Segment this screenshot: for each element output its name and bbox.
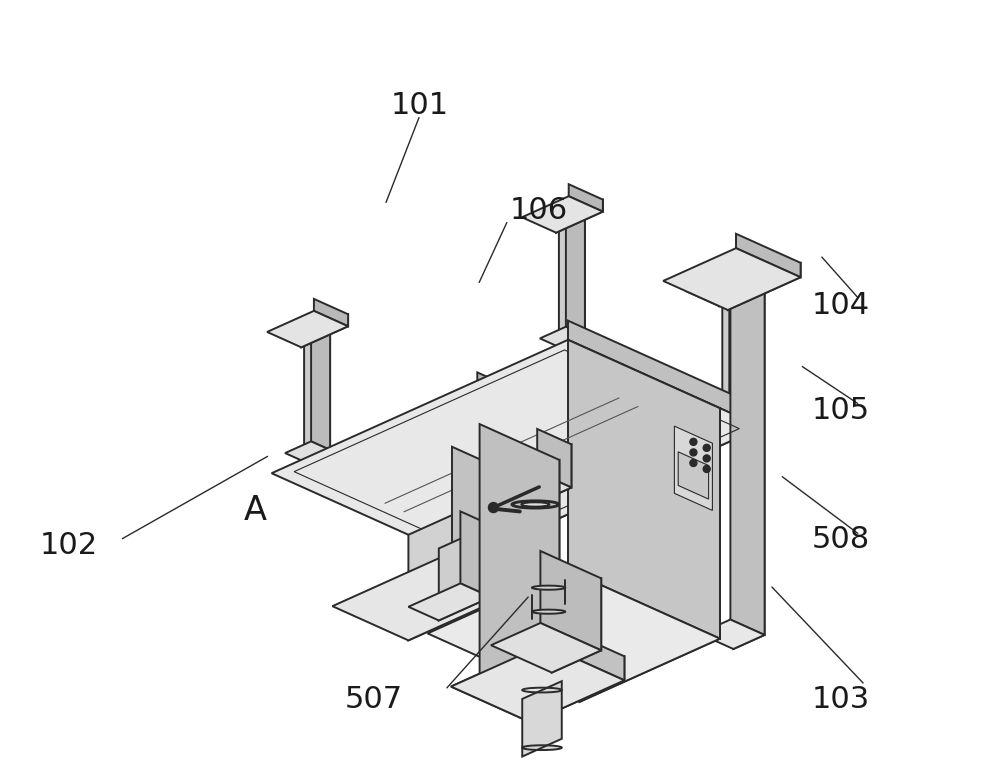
Text: 508: 508 [812,526,870,555]
Ellipse shape [512,501,559,508]
Circle shape [703,465,710,473]
Polygon shape [699,620,765,649]
Polygon shape [452,447,528,587]
Circle shape [690,449,697,456]
Polygon shape [408,481,528,640]
Polygon shape [729,278,748,409]
Polygon shape [540,551,601,650]
Polygon shape [468,401,494,536]
Circle shape [690,438,697,445]
Polygon shape [311,319,330,450]
Polygon shape [720,273,766,306]
Polygon shape [678,452,709,499]
Polygon shape [522,196,603,233]
Polygon shape [501,472,571,504]
Polygon shape [568,321,762,427]
Polygon shape [451,644,624,722]
Ellipse shape [521,503,549,506]
Polygon shape [267,311,348,347]
Text: 507: 507 [345,685,403,715]
Polygon shape [569,184,603,212]
Polygon shape [580,409,720,702]
Ellipse shape [522,745,562,750]
Ellipse shape [532,610,565,614]
Polygon shape [703,400,748,421]
Text: 106: 106 [510,196,568,224]
Polygon shape [314,299,348,326]
Polygon shape [531,460,559,722]
Polygon shape [491,623,601,672]
Circle shape [690,460,697,467]
Polygon shape [285,441,330,461]
Text: 102: 102 [40,530,98,559]
Polygon shape [556,200,603,233]
Polygon shape [568,340,720,639]
Polygon shape [535,444,571,504]
Text: 103: 103 [812,685,870,715]
Text: 104: 104 [812,291,870,320]
Polygon shape [552,578,601,672]
Polygon shape [428,570,720,702]
Polygon shape [531,656,624,722]
Polygon shape [732,258,766,285]
Polygon shape [728,263,801,310]
Polygon shape [304,327,330,461]
Polygon shape [733,280,765,649]
Polygon shape [301,314,348,347]
Text: 105: 105 [812,396,870,425]
Polygon shape [559,213,585,347]
Polygon shape [448,515,494,536]
Polygon shape [540,327,585,347]
Text: A: A [244,493,266,526]
Circle shape [703,455,710,462]
Circle shape [703,444,710,451]
Polygon shape [475,392,494,523]
Ellipse shape [532,586,565,590]
Polygon shape [451,674,559,722]
Polygon shape [722,286,748,421]
Circle shape [488,503,498,513]
Polygon shape [736,234,801,277]
Polygon shape [730,265,765,635]
Polygon shape [430,384,512,421]
Polygon shape [537,429,571,487]
Polygon shape [272,340,762,561]
Polygon shape [685,270,766,306]
Polygon shape [663,248,801,310]
Polygon shape [465,408,762,561]
Text: 101: 101 [391,90,449,119]
Polygon shape [465,388,512,421]
Polygon shape [674,426,712,510]
Polygon shape [332,552,528,640]
Polygon shape [460,511,491,597]
Polygon shape [477,373,512,400]
Polygon shape [522,681,562,757]
Polygon shape [566,204,585,335]
Polygon shape [480,424,559,710]
Polygon shape [408,584,491,620]
Polygon shape [545,620,624,680]
Polygon shape [439,525,491,620]
